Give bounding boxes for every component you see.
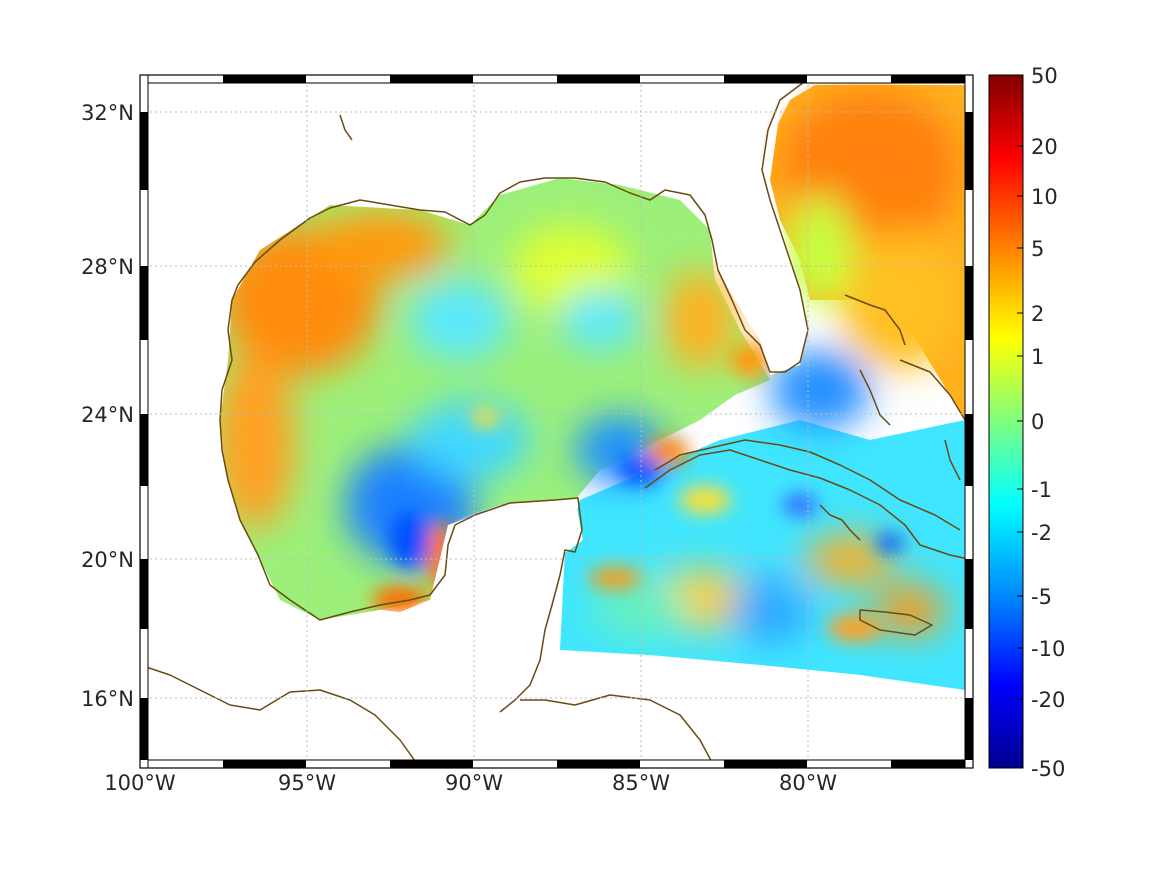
colorbar-label: -10 xyxy=(1031,637,1065,661)
lat-label: 32°N xyxy=(81,101,134,125)
lon-label: 95°W xyxy=(278,771,336,795)
colorbar: 50 20 10 5 2 1 0 -1 -2 -5 -10 -20 -50 xyxy=(988,64,1065,781)
colorbar-ticks xyxy=(1017,145,1023,700)
colorbar-label: -2 xyxy=(1031,521,1052,545)
colorbar-label: 20 xyxy=(1031,135,1058,159)
lat-label: 28°N xyxy=(81,255,134,279)
northern-land xyxy=(140,75,815,620)
longitude-labels: 100°W 95°W 90°W 85°W 80°W xyxy=(104,771,837,795)
lon-label: 90°W xyxy=(445,771,503,795)
latitude-labels: 32°N 28°N 24°N 20°N 16°N xyxy=(81,101,134,711)
colorbar-label: -1 xyxy=(1031,478,1052,502)
grid-lines xyxy=(140,75,973,768)
colorbar-label: -5 xyxy=(1031,585,1052,609)
coastline xyxy=(140,75,973,768)
central-america-land xyxy=(140,665,420,768)
lon-label: 100°W xyxy=(104,771,176,795)
colorbar-label: 50 xyxy=(1031,64,1058,88)
yucatan-land xyxy=(380,498,583,705)
southern-gap xyxy=(560,650,973,768)
colorbar-label: -20 xyxy=(1031,688,1065,712)
field-layer xyxy=(140,75,973,768)
colorbar-label: 10 xyxy=(1031,185,1058,209)
colorbar-label: 0 xyxy=(1031,410,1044,434)
lat-label: 16°N xyxy=(81,687,134,711)
colorbar-label: 5 xyxy=(1031,237,1044,261)
colorbar-label: 1 xyxy=(1031,345,1044,369)
colorbar-label: 2 xyxy=(1031,302,1044,326)
lon-label: 85°W xyxy=(612,771,670,795)
map-frame xyxy=(139,74,974,769)
florida-land xyxy=(665,75,973,375)
colorbar-label: -50 xyxy=(1031,757,1065,781)
lat-label: 24°N xyxy=(81,403,134,427)
lon-label: 80°W xyxy=(779,771,837,795)
lat-label: 20°N xyxy=(81,548,134,572)
mexico-west-land xyxy=(140,610,400,680)
